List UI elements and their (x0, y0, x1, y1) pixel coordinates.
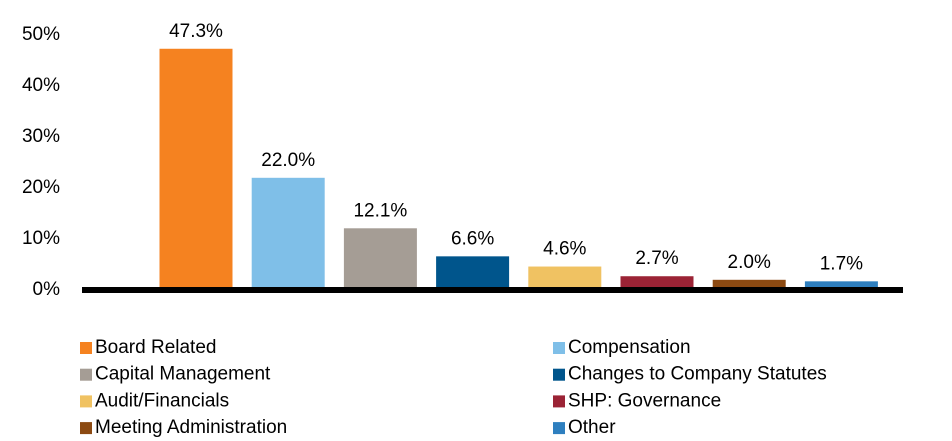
y-tick-label: 20% (22, 177, 60, 198)
bar (159, 48, 233, 290)
data-label: 1.7% (820, 253, 863, 274)
data-label: 2.0% (728, 252, 771, 273)
legend-label: Changes to Company Statutes (568, 364, 827, 385)
legend-swatch (553, 422, 565, 435)
data-label: 4.6% (543, 239, 586, 260)
data-label: 22.0% (261, 150, 315, 171)
bar (712, 279, 786, 290)
legend-swatch (80, 368, 92, 381)
legend-label: Compensation (568, 337, 691, 358)
bar (528, 266, 602, 290)
legend-label: Meeting Administration (95, 417, 287, 438)
legend-label: Other (568, 417, 616, 438)
legend-swatch (80, 342, 92, 354)
legend-swatch (553, 395, 565, 408)
legend-swatch (553, 368, 565, 381)
legend-swatch (80, 422, 92, 435)
y-tick-label: 50% (22, 24, 60, 45)
data-label: 12.1% (353, 200, 407, 221)
bar (620, 276, 694, 290)
legend-swatch (553, 342, 565, 354)
y-tick-label: 40% (22, 75, 60, 96)
legend-label: Board Related (95, 337, 216, 358)
y-tick-label: 10% (22, 228, 60, 249)
bar (251, 177, 325, 290)
y-tick-label: 0% (33, 279, 61, 300)
bar (804, 281, 878, 290)
legend-label: Audit/Financials (95, 390, 229, 411)
legend-label: Capital Management (95, 364, 271, 385)
y-tick-label: 30% (22, 126, 60, 147)
data-label: 2.7% (635, 248, 678, 269)
legend-label: SHP: Governance (568, 390, 721, 411)
data-label: 47.3% (169, 21, 223, 42)
data-label: 6.6% (451, 228, 494, 249)
legend-swatch (80, 395, 92, 408)
bar (343, 228, 417, 290)
bar (436, 256, 510, 290)
